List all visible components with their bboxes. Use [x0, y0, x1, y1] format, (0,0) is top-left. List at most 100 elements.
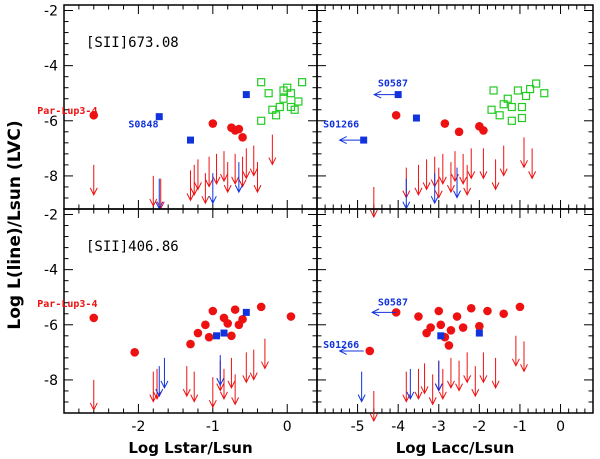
detection-point	[483, 306, 492, 316]
upper-limit-arrow	[190, 164, 199, 197]
upper-limit-arrow	[201, 173, 210, 205]
upper-limit-arrow	[446, 162, 455, 194]
upper-limit-arrow	[160, 357, 169, 389]
upper-limit-arrow	[242, 352, 251, 384]
upper-limit-arrow	[453, 167, 461, 199]
y-tick-label: -8	[44, 169, 58, 185]
detection-point	[452, 312, 462, 321]
upper-limit-arrow	[479, 352, 488, 384]
detection-point	[234, 124, 244, 134]
detection-point	[89, 313, 99, 323]
y-axis-label: Log L(line)/Lsun (LVC)	[5, 120, 25, 329]
upper-limit-arrow	[208, 173, 217, 205]
upper-limit-arrow-left	[371, 308, 397, 317]
upper-limit-arrow	[186, 170, 195, 202]
green-source-point	[279, 86, 288, 95]
green-source-point	[517, 113, 527, 123]
upper-limit-arrow	[491, 159, 500, 191]
panel-bottom-right: -5 -4 -3 -2 -1 0 Log Lacc/Lsun S0587 S01266	[316, 208, 594, 457]
y-tick-label: -2	[44, 208, 58, 224]
upper-limit-arrow	[260, 338, 269, 370]
upper-limit-arrow	[438, 153, 447, 185]
detection-point	[391, 110, 401, 120]
y-tick-label: -6	[44, 318, 58, 334]
green-source-point	[257, 116, 266, 125]
x-tick-label: -1	[206, 419, 220, 435]
detection-point	[238, 133, 247, 142]
green-source-point	[271, 111, 281, 120]
blue-source-point	[155, 113, 163, 121]
upper-limit-arrow	[89, 379, 98, 412]
green-source-point	[507, 116, 516, 125]
detection-point	[365, 346, 375, 356]
upper-limit-arrow-left	[338, 136, 364, 145]
detection-point	[286, 312, 296, 321]
green-source-point	[294, 97, 303, 106]
upper-limit-arrow	[212, 153, 221, 185]
detection-point	[458, 323, 468, 332]
detection-point	[426, 323, 435, 332]
upper-limit-arrow	[434, 167, 443, 199]
upper-limit-arrow	[430, 173, 439, 205]
upper-limit-arrow	[231, 374, 240, 406]
upper-limit-arrow	[234, 162, 243, 194]
upper-limit-arrow	[89, 164, 98, 197]
upper-limit-arrow	[520, 341, 528, 373]
detection-point	[256, 302, 266, 312]
upper-limit-arrow	[193, 159, 202, 191]
upper-limit-arrow	[434, 360, 443, 392]
upper-limit-arrow	[463, 352, 472, 384]
detection-point	[208, 306, 218, 316]
detection-point	[466, 303, 476, 313]
upper-limit-arrow	[455, 360, 464, 392]
upper-limit-arrow	[190, 371, 199, 403]
detection-point	[238, 314, 247, 324]
detection-point	[434, 306, 444, 316]
green-source-point	[489, 86, 498, 95]
upper-limit-arrow	[227, 357, 236, 389]
detection-point	[227, 331, 236, 341]
y-tick-label: -8	[44, 373, 58, 389]
x-tick-label: -2	[472, 419, 486, 435]
y-tick-label: -6	[44, 114, 58, 130]
upper-limit-arrow	[479, 148, 488, 180]
upper-limit-arrow	[220, 151, 228, 183]
detection-point	[204, 332, 214, 342]
blue-source-point	[412, 114, 420, 122]
detection-point	[208, 119, 218, 128]
upper-limit-arrow	[149, 175, 158, 208]
green-source-point	[279, 94, 288, 103]
x-tick-label: -3	[432, 419, 446, 435]
x-axis-label: Log Lacc/Lsun	[396, 439, 515, 457]
upper-limit-arrow	[471, 366, 480, 398]
blue-source-point	[220, 329, 228, 337]
upper-limit-arrow	[463, 164, 472, 197]
y-tick-label: -4	[44, 263, 58, 279]
detection-point	[444, 341, 454, 350]
x-axis-label: Log Lstar/Lsun	[128, 439, 252, 457]
detection-point	[479, 126, 488, 135]
green-source-point	[525, 84, 535, 94]
x-tick-label: -5	[351, 419, 365, 435]
blue-source-point	[242, 91, 250, 99]
green-source-point	[521, 91, 531, 101]
green-source-point	[540, 89, 549, 98]
detection-point	[515, 302, 525, 312]
upper-limit-arrow	[420, 363, 429, 395]
blue-source-point	[242, 308, 250, 316]
upper-limit-arrow	[422, 159, 431, 191]
detection-point	[186, 339, 195, 349]
detection-point	[454, 127, 464, 137]
panel-title: [SII]406.86	[86, 239, 179, 255]
upper-limit-arrow	[155, 178, 164, 210]
upper-limit-arrow	[406, 368, 415, 401]
annotation-label: S0587	[378, 297, 408, 308]
upper-limit-arrow	[216, 355, 225, 387]
detection-point	[89, 110, 99, 120]
upper-limit-arrow	[231, 153, 240, 185]
panel-top-right: S0587 S01266	[316, 4, 594, 219]
annotation-label: S01266	[323, 340, 359, 351]
green-source-point	[513, 86, 523, 95]
detection-point	[130, 348, 139, 357]
detection-point	[414, 312, 423, 321]
